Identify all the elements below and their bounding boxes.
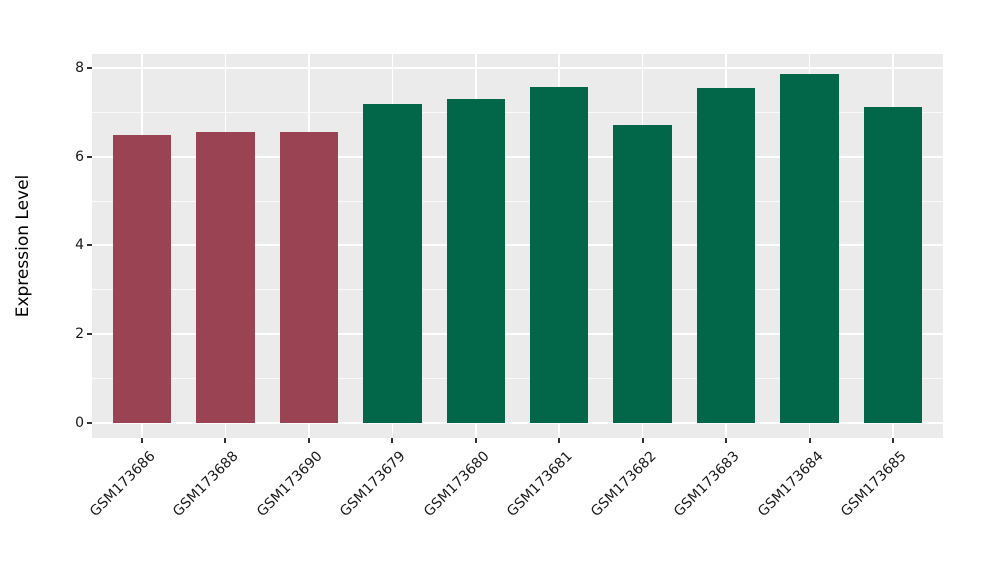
plot-panel xyxy=(92,54,943,438)
y-tick-label: 4 xyxy=(75,237,84,254)
x-tick-mark xyxy=(391,438,394,443)
gridline-major xyxy=(92,422,943,424)
y-tick-mark xyxy=(87,66,92,69)
x-tick-mark xyxy=(808,438,811,443)
bar-GSM173683 xyxy=(696,88,756,423)
x-tick-label-GSM173684: GSM173684 xyxy=(754,448,827,520)
x-tick-label-GSM173686: GSM173686 xyxy=(87,448,159,520)
bar-GSM173688 xyxy=(196,132,255,423)
x-tick-label-GSM173680: GSM173680 xyxy=(420,448,493,520)
bar-GSM173685 xyxy=(863,106,923,423)
gridline-major xyxy=(92,333,943,336)
x-tick-label-GSM173682: GSM173682 xyxy=(587,448,660,520)
bar-GSM173686 xyxy=(112,135,172,423)
x-tick-mark xyxy=(558,438,561,443)
x-tick-mark xyxy=(224,438,227,443)
x-tick-mark xyxy=(307,438,310,443)
gridline-major xyxy=(92,244,943,247)
gridline-minor xyxy=(92,111,943,113)
bar-GSM173690 xyxy=(279,132,339,423)
y-tick-label: 2 xyxy=(75,326,84,343)
y-tick-mark xyxy=(87,244,92,247)
x-tick-mark xyxy=(891,438,894,443)
x-tick-label-GSM173683: GSM173683 xyxy=(671,448,743,520)
bar-GSM173680 xyxy=(446,99,505,423)
x-tick-mark xyxy=(474,438,477,443)
y-tick-label: 0 xyxy=(75,415,84,431)
y-tick-mark xyxy=(87,422,92,424)
bar-GSM173679 xyxy=(363,104,422,423)
bar-GSM173682 xyxy=(613,124,672,423)
gridline-minor xyxy=(92,200,943,202)
x-tick-label-GSM173679: GSM173679 xyxy=(337,448,409,520)
y-tick-mark xyxy=(87,155,92,158)
x-tick-label-GSM173685: GSM173685 xyxy=(837,448,910,520)
x-tick-mark xyxy=(141,438,144,443)
x-tick-mark xyxy=(641,438,644,443)
x-tick-label-GSM173688: GSM173688 xyxy=(170,448,243,520)
gridline-minor xyxy=(92,378,943,380)
x-tick-label-GSM173690: GSM173690 xyxy=(253,448,326,520)
gridline-major xyxy=(92,155,943,158)
x-tick-label-GSM173681: GSM173681 xyxy=(504,448,576,520)
bar-GSM173681 xyxy=(530,87,589,423)
gridline-minor xyxy=(92,289,943,291)
gridline-major xyxy=(92,66,943,69)
bar-GSM173684 xyxy=(780,74,839,423)
y-tick-mark xyxy=(87,333,92,336)
y-tick-label: 6 xyxy=(75,148,84,165)
y-tick-label: 8 xyxy=(75,59,84,76)
x-tick-mark xyxy=(725,438,728,443)
